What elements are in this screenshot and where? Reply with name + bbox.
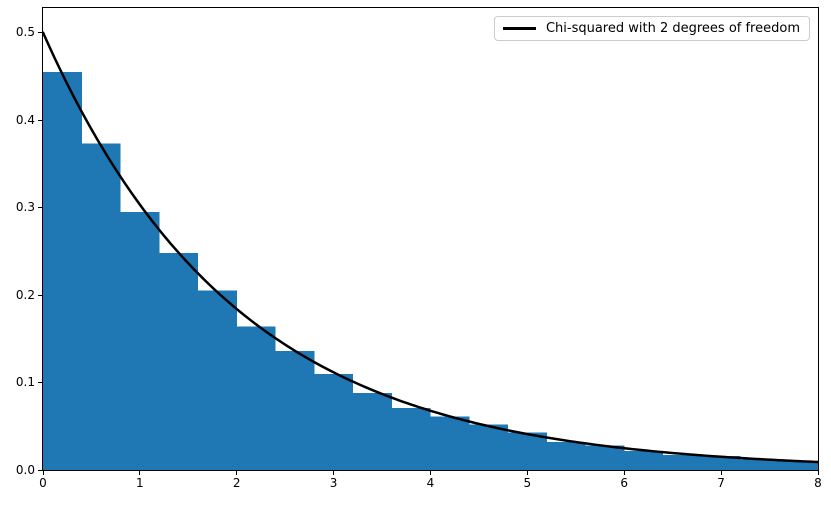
histogram-bar <box>430 416 470 470</box>
x-tick-mark <box>139 471 141 475</box>
x-tick-label: 7 <box>717 476 725 490</box>
histogram-bar <box>353 393 392 470</box>
histogram-bar <box>198 290 237 470</box>
plot-area: Chi-squared with 2 degrees of freedom <box>42 7 819 471</box>
x-tick-label: 6 <box>620 476 629 490</box>
histogram-bar <box>120 211 160 470</box>
x-tick-label: 8 <box>814 476 822 490</box>
x-tick-label: 2 <box>232 476 241 490</box>
y-tick-mark <box>38 469 42 471</box>
histogram-bar <box>663 455 702 470</box>
histogram-bar <box>585 445 625 470</box>
histogram-bar <box>779 461 818 470</box>
histogram-bar <box>275 351 315 470</box>
x-tick-mark <box>526 471 528 475</box>
legend-label: Chi-squared with 2 degrees of freedom <box>545 21 800 36</box>
histogram-bar <box>508 432 547 470</box>
histogram-bar <box>236 326 276 470</box>
chi-squared-curve <box>43 31 818 464</box>
y-tick-label: 0.2 <box>15 287 35 302</box>
x-tick-label: 5 <box>523 476 532 490</box>
histogram-bar <box>469 424 508 470</box>
y-tick-mark <box>38 119 42 121</box>
histogram-bar <box>701 456 741 470</box>
histogram-bar <box>624 450 663 470</box>
histogram-bar <box>81 143 121 470</box>
x-tick-label: 0 <box>39 476 47 490</box>
x-tick-mark <box>333 471 335 475</box>
x-tick-label: 4 <box>426 476 435 490</box>
histogram-bar <box>546 442 586 470</box>
histogram-bars <box>43 71 818 470</box>
x-tick-mark <box>817 471 819 475</box>
chart-canvas <box>43 31 818 470</box>
histogram-bar <box>314 373 353 470</box>
y-tick-mark <box>38 207 42 208</box>
y-tick-label: 0.1 <box>15 375 35 389</box>
legend-line-sample-icon <box>502 27 536 30</box>
y-tick-label: 0.4 <box>15 112 35 127</box>
y-tick-mark <box>38 294 42 296</box>
histogram-bar <box>159 253 198 470</box>
x-tick-label: 1 <box>136 476 144 490</box>
x-tick-mark <box>236 471 238 475</box>
y-tick-label: 0.5 <box>15 25 35 39</box>
x-tick-label: 3 <box>329 476 338 490</box>
histogram-bar <box>391 407 431 470</box>
x-tick-mark <box>430 471 431 475</box>
histogram-bar <box>740 459 780 470</box>
y-tick-mark <box>38 32 42 33</box>
x-tick-mark <box>42 471 44 475</box>
y-tick-label: 0.0 <box>15 462 35 477</box>
x-tick-mark <box>720 471 722 475</box>
y-tick-label: 0.3 <box>15 200 35 214</box>
x-tick-mark <box>623 471 625 475</box>
histogram-bar <box>43 71 82 470</box>
y-tick-mark <box>38 382 42 383</box>
legend: Chi-squared with 2 degrees of freedom <box>493 16 810 41</box>
